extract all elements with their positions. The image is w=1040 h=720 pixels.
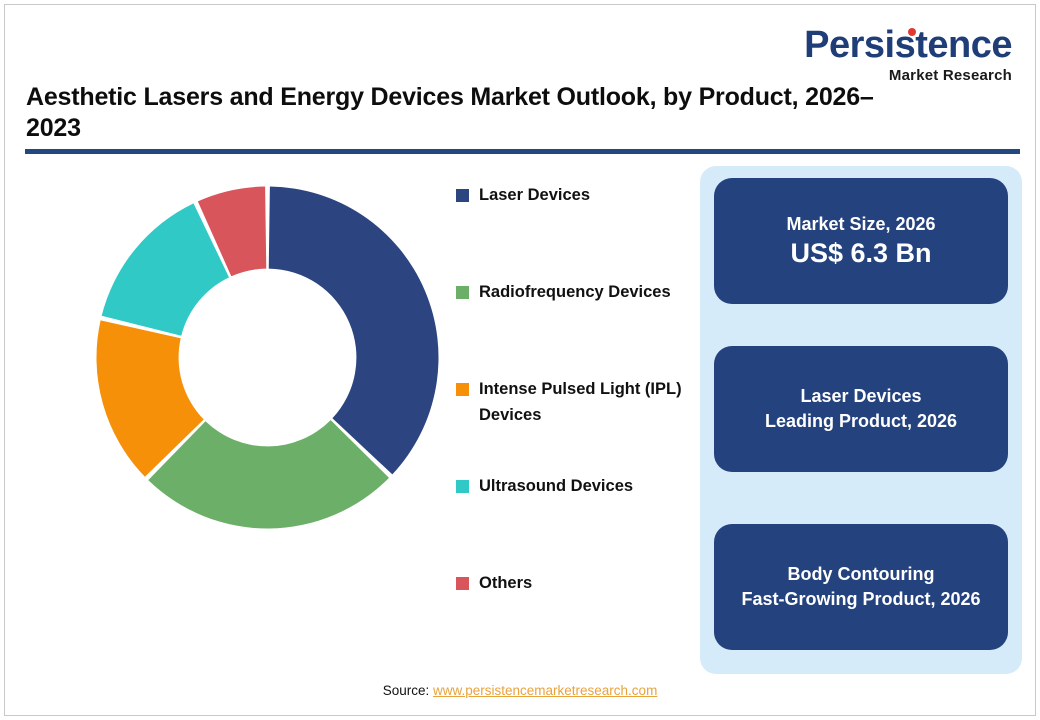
logo-dot-icon xyxy=(908,28,917,36)
donut-slice[interactable] xyxy=(148,420,390,529)
donut-chart-svg xyxy=(96,186,439,529)
logo-wordmark: Persistence xyxy=(804,26,1012,64)
legend-swatch-icon xyxy=(456,480,469,493)
highlight-card-value: US$ 6.3 Bn xyxy=(790,237,932,268)
highlight-card-caption: Market Size, 2026 xyxy=(786,213,936,234)
legend-item-label: Laser Devices xyxy=(479,186,590,204)
highlight-card-market-size[interactable]: Market Size, 2026 US$ 6.3 Bn xyxy=(714,178,1008,304)
legend-item-ipl-devices[interactable]: Intense Pulsed Light (IPL) Devices xyxy=(456,377,696,474)
legend-swatch-icon xyxy=(456,286,469,299)
source-label: Source: xyxy=(382,683,430,698)
chart-legend: Laser Devices Radiofrequency Devices Int… xyxy=(456,183,696,597)
donut-slice-group xyxy=(96,186,439,529)
donut-slice[interactable] xyxy=(101,203,230,336)
highlight-card-value: Laser Devices xyxy=(800,386,922,407)
legend-item-others[interactable]: Others xyxy=(456,571,696,597)
legend-item-laser-devices[interactable]: Laser Devices xyxy=(456,183,696,280)
page-title: Aesthetic Lasers and Energy Devices Mark… xyxy=(26,83,874,143)
source-url-link[interactable]: www.persistencemarketresearch.com xyxy=(432,683,658,698)
logo-tagline: Market Research xyxy=(888,67,1012,84)
donut-slice[interactable] xyxy=(197,186,267,277)
donut-slice[interactable] xyxy=(96,320,204,477)
source-note: Source: www.persistencemarketresearch.co… xyxy=(0,683,1040,698)
highlight-card-caption: Fast-Growing Product, 2026 xyxy=(741,589,981,609)
legend-item-label: Radiofrequency Devices xyxy=(479,283,671,301)
title-divider xyxy=(25,149,1020,154)
highlight-card-caption: Leading Product, 2026 xyxy=(764,411,958,431)
legend-item-label: Intense Pulsed Light (IPL) Devices xyxy=(479,380,682,424)
highlight-card-leading-product[interactable]: Laser Devices Leading Product, 2026 xyxy=(714,346,1008,472)
donut-slice[interactable] xyxy=(268,186,439,475)
legend-swatch-icon xyxy=(456,577,469,590)
highlight-card-value: Body Contouring xyxy=(787,564,935,585)
highlight-card-fast-growing-product[interactable]: Body Contouring Fast-Growing Product, 20… xyxy=(714,524,1008,650)
legend-item-ultrasound-devices[interactable]: Ultrasound Devices xyxy=(456,474,696,571)
highlights-panel: Market Size, 2026 US$ 6.3 Bn Laser Devic… xyxy=(700,166,1022,674)
company-logo: Persistence Market Research xyxy=(804,26,1012,83)
legend-item-label: Ultrasound Devices xyxy=(479,477,634,495)
legend-swatch-icon xyxy=(456,189,469,202)
legend-item-label: Others xyxy=(479,574,533,592)
donut-chart xyxy=(95,180,440,535)
legend-swatch-icon xyxy=(456,383,469,396)
legend-item-radiofrequency-devices[interactable]: Radiofrequency Devices xyxy=(456,280,696,377)
